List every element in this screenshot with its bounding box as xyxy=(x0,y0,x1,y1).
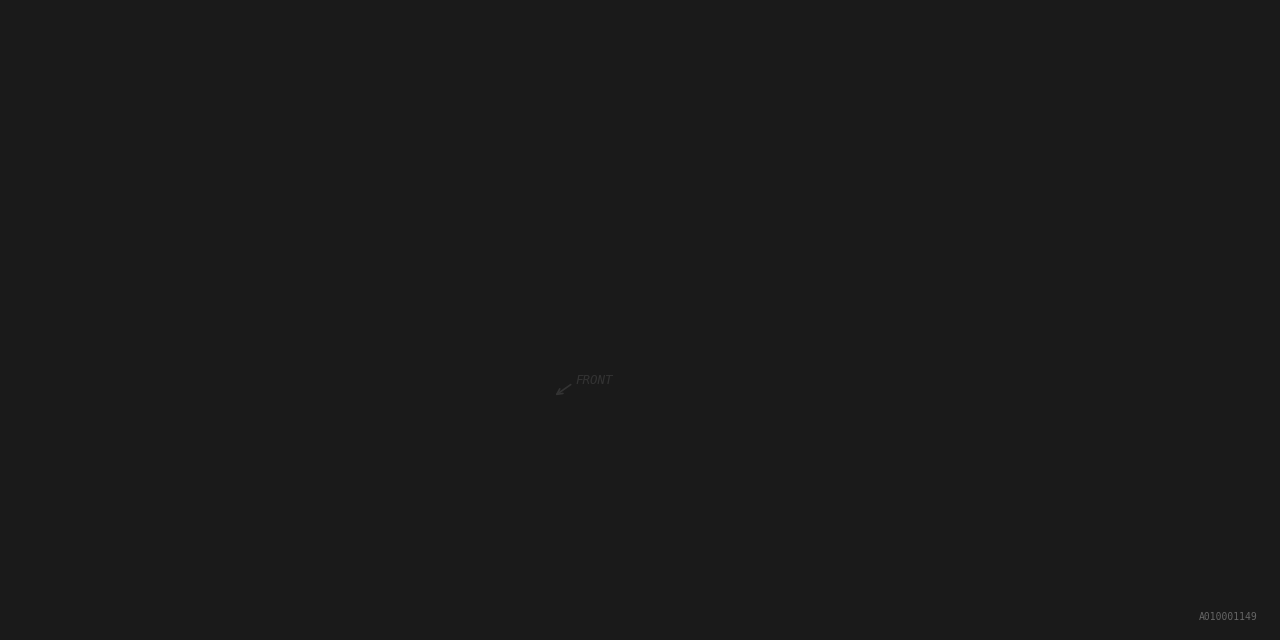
Bar xyxy=(166,443,195,448)
Bar xyxy=(166,422,195,427)
Text: 1: 1 xyxy=(244,160,251,170)
Bar xyxy=(140,382,170,388)
Text: *12108: *12108 xyxy=(728,301,760,310)
Text: 12006: 12006 xyxy=(294,191,321,200)
Bar xyxy=(243,341,273,346)
Text: 12212: 12212 xyxy=(95,445,122,454)
Text: E50506: E50506 xyxy=(456,225,488,234)
Bar xyxy=(166,432,195,438)
Bar xyxy=(140,394,170,399)
Text: 12006: 12006 xyxy=(945,195,972,205)
Text: 13021: 13021 xyxy=(408,273,435,282)
Bar xyxy=(244,130,370,185)
Text: 12230: 12230 xyxy=(785,328,812,337)
Bar xyxy=(915,210,1043,310)
Text: NS: NS xyxy=(963,246,974,255)
Bar xyxy=(195,355,225,361)
Text: 12212: 12212 xyxy=(40,376,67,385)
Text: 12100: 12100 xyxy=(426,54,453,63)
Bar xyxy=(397,338,404,358)
Bar xyxy=(140,371,170,376)
Text: 12213: 12213 xyxy=(175,237,202,246)
Bar xyxy=(116,462,145,468)
Text: 1: 1 xyxy=(932,255,938,265)
Text: NS: NS xyxy=(330,147,340,157)
Text: 12113: 12113 xyxy=(890,284,916,292)
Text: FRONT: FRONT xyxy=(575,374,613,387)
Bar xyxy=(67,489,93,495)
Text: FIG.011: FIG.011 xyxy=(836,458,874,467)
Text: 12211: 12211 xyxy=(15,467,42,477)
Text: 1: 1 xyxy=(1106,414,1112,424)
Bar xyxy=(67,479,93,484)
Text: A010001149: A010001149 xyxy=(1199,612,1258,622)
Bar xyxy=(67,500,93,505)
Text: 12109: 12109 xyxy=(771,255,797,264)
Bar xyxy=(266,264,273,276)
Text: *12033 & 12108 are the set-items for one vehicle respectively.: *12033 & 12108 are the set-items for one… xyxy=(22,603,410,613)
Bar xyxy=(243,318,273,323)
Text: 12211: 12211 xyxy=(40,497,67,506)
Text: 12200: 12200 xyxy=(810,371,837,380)
Text: F32205: F32205 xyxy=(1133,413,1181,426)
Text: 12211: 12211 xyxy=(65,527,92,536)
Text: FIG.013: FIG.013 xyxy=(376,413,413,422)
Bar xyxy=(401,65,529,210)
Text: 12113: 12113 xyxy=(420,106,447,115)
Text: 12212: 12212 xyxy=(15,337,42,346)
Bar xyxy=(116,452,145,457)
Bar xyxy=(116,473,145,478)
Bar xyxy=(1091,398,1254,440)
Text: *12108: *12108 xyxy=(745,397,777,406)
Bar xyxy=(224,264,230,276)
Text: *12108: *12108 xyxy=(401,216,433,225)
Text: *12033: *12033 xyxy=(1068,170,1101,179)
Bar xyxy=(195,367,225,372)
Text: 12109: 12109 xyxy=(425,74,452,83)
Bar xyxy=(745,247,873,392)
Text: *12033: *12033 xyxy=(108,138,140,147)
Text: 12209: 12209 xyxy=(12,273,38,282)
Bar xyxy=(195,344,225,349)
Bar xyxy=(346,290,480,405)
Text: 12100: 12100 xyxy=(774,232,801,241)
Bar xyxy=(243,329,273,335)
